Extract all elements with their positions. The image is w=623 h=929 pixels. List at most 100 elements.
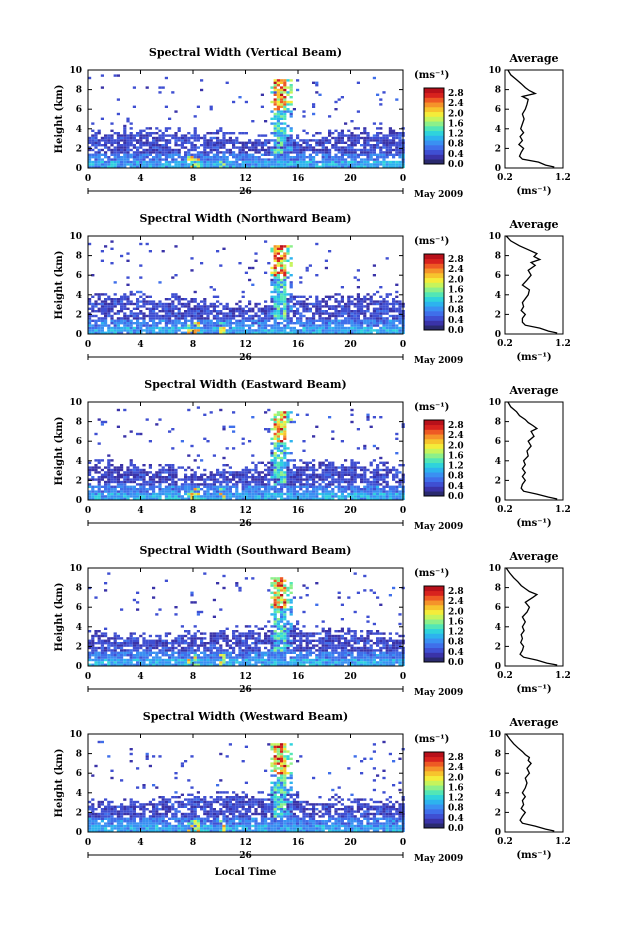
- heatmap-cell: [88, 319, 92, 322]
- heatmap-cell: [356, 314, 360, 318]
- heatmap-cell: [321, 300, 325, 303]
- heatmap-cell: [353, 324, 357, 327]
- x-tick-label: 8: [190, 506, 196, 516]
- heatmap-cell: [392, 497, 396, 500]
- heatmap-cell: [113, 74, 117, 77]
- heatmap-cell: [283, 310, 287, 313]
- heatmap-cell: [120, 160, 124, 164]
- heatmap-cell: [107, 141, 111, 144]
- heatmap-cell: [216, 158, 220, 161]
- heatmap-cell: [222, 492, 226, 496]
- heatmap-cell: [395, 307, 399, 310]
- heatmap-cell: [104, 331, 108, 334]
- heatmap-cell: [283, 288, 287, 291]
- heatmap-cell: [273, 108, 277, 111]
- heatmap-cell: [244, 305, 248, 308]
- heatmap-cell: [129, 132, 133, 135]
- heatmap-cell: [305, 302, 309, 306]
- heatmap-cell: [142, 488, 146, 491]
- heatmap-cell: [334, 163, 338, 166]
- heatmap-cell: [158, 418, 162, 421]
- heatmap-cell: [388, 139, 392, 142]
- heatmap-cell: [152, 302, 156, 306]
- heatmap-cell: [132, 144, 136, 147]
- heatmap-cell: [395, 283, 399, 286]
- heatmap-cell: [372, 158, 376, 161]
- heatmap-cell: [372, 329, 376, 332]
- heatmap-cell: [257, 483, 261, 486]
- heatmap-cell: [168, 476, 172, 479]
- heatmap-cell: [334, 129, 338, 132]
- heatmap-cell: [123, 329, 127, 332]
- heatmap-cell: [206, 642, 210, 645]
- heatmap-cell: [107, 572, 111, 575]
- heatmap-cell: [145, 136, 149, 140]
- heatmap-cell: [155, 144, 159, 147]
- heatmap-cell: [270, 307, 274, 310]
- colorbar-segment: [424, 282, 444, 288]
- heatmap-cell: [283, 314, 287, 318]
- heatmap-cell: [222, 146, 226, 149]
- heatmap-cell: [254, 485, 258, 488]
- heatmap-cell: [392, 163, 396, 166]
- heatmap-cell: [334, 307, 338, 310]
- heatmap-cell: [244, 497, 248, 500]
- heatmap-cell: [142, 160, 146, 164]
- heatmap-cell: [273, 247, 277, 250]
- heatmap-cell: [142, 153, 146, 156]
- heatmap-cell: [164, 579, 168, 582]
- heatmap-cell: [283, 423, 287, 426]
- heatmap-cell: [212, 632, 216, 635]
- colorbar-segment: [424, 145, 444, 151]
- heatmap-cell: [340, 471, 344, 474]
- heatmap-cell: [392, 160, 396, 164]
- heatmap-cell: [148, 661, 152, 664]
- heatmap-cell: [222, 165, 226, 168]
- heatmap-cell: [273, 312, 277, 315]
- heatmap-cell: [305, 160, 309, 164]
- heatmap-cell: [376, 146, 380, 149]
- heatmap-cell: [116, 144, 120, 147]
- heatmap-cell: [107, 165, 111, 168]
- heatmap-cell: [123, 144, 127, 147]
- heatmap-cell: [196, 630, 200, 633]
- colorbar-segment: [424, 462, 444, 468]
- heatmap-cell: [164, 151, 168, 154]
- heatmap-cell: [270, 247, 274, 250]
- heatmap-cell: [395, 468, 399, 472]
- heatmap-cell: [116, 466, 120, 469]
- heatmap-cell: [126, 302, 130, 306]
- heatmap-cell: [104, 485, 108, 488]
- heatmap-cell: [283, 312, 287, 315]
- heatmap-cell: [353, 329, 357, 332]
- heatmap-cell: [168, 314, 172, 318]
- heatmap-cell: [110, 160, 114, 164]
- profile-frame: [504, 401, 564, 501]
- heatmap-cell: [152, 165, 156, 168]
- heatmap-cell: [248, 139, 252, 142]
- heatmap-cell: [328, 480, 332, 484]
- heatmap-cell: [174, 293, 178, 296]
- heatmap-cell: [388, 495, 392, 498]
- y-tick-label: 0: [76, 496, 82, 506]
- heatmap-cell: [126, 322, 130, 325]
- heatmap-cell: [123, 151, 127, 154]
- heatmap-cell: [139, 295, 143, 298]
- heatmap-cell: [379, 103, 383, 106]
- heatmap-cell: [260, 307, 264, 310]
- heatmap-cell: [193, 160, 197, 164]
- heatmap-cell: [200, 483, 204, 486]
- heatmap-cell: [177, 148, 181, 152]
- heatmap-cell: [248, 492, 252, 496]
- heatmap-cell: [324, 326, 328, 330]
- heatmap-cell: [286, 247, 290, 250]
- heatmap-cell: [107, 295, 111, 298]
- heatmap-cell: [344, 163, 348, 166]
- heatmap-cell: [200, 658, 204, 662]
- heatmap-cell: [283, 96, 287, 99]
- heatmap-cell: [385, 485, 389, 488]
- heatmap-cell: [100, 331, 104, 334]
- heatmap-cell: [248, 317, 252, 320]
- heatmap-cell: [292, 312, 296, 315]
- heatmap-cell: [286, 447, 290, 450]
